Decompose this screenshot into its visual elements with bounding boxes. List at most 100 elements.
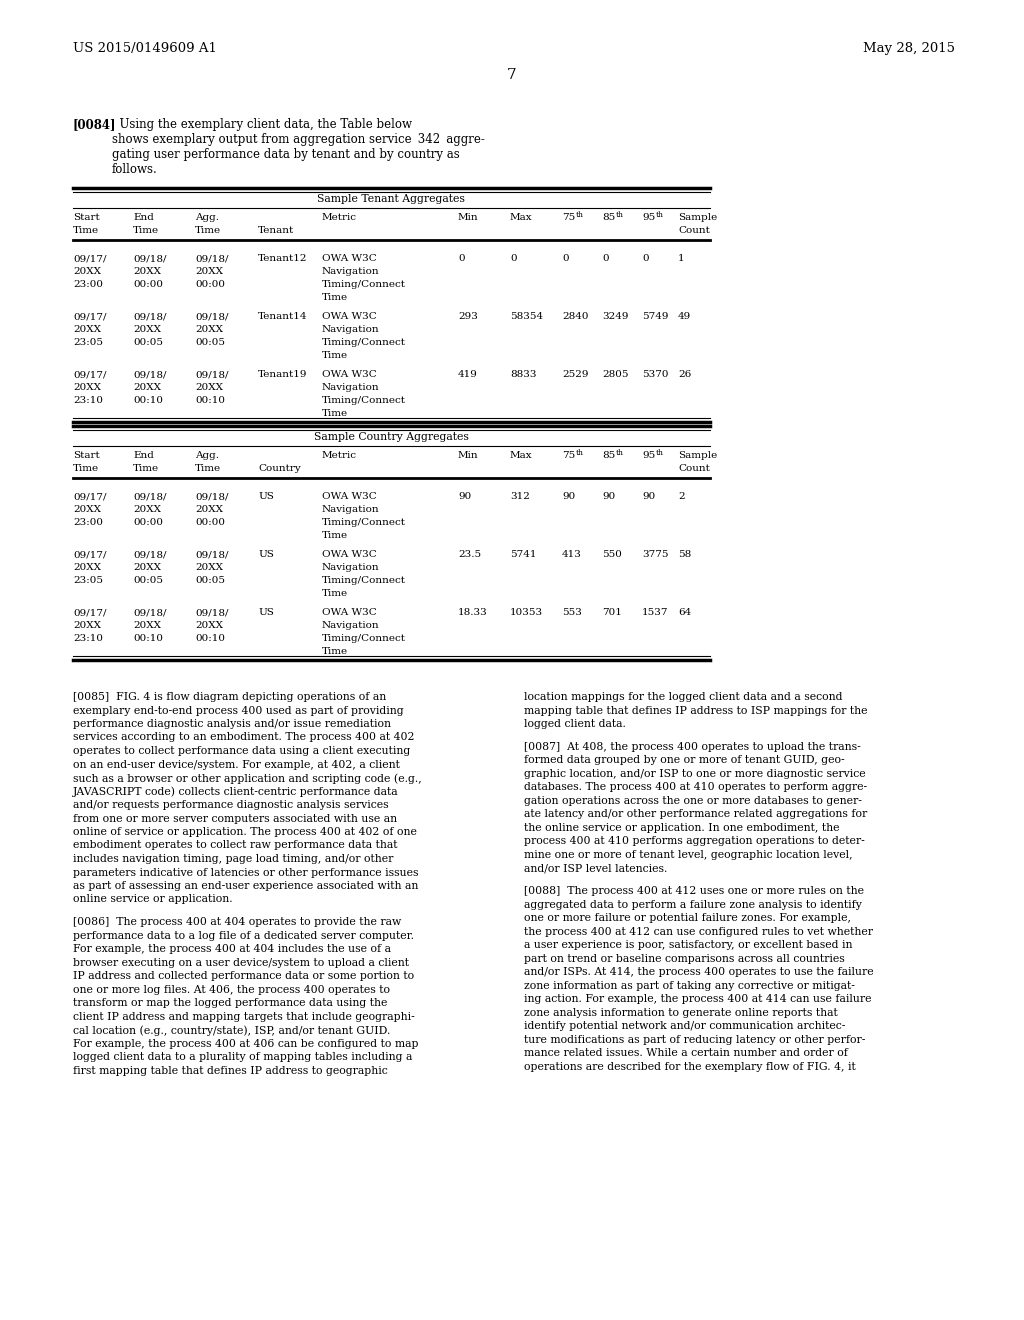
Text: identify potential network and/or communication architec-: identify potential network and/or commun… <box>524 1022 846 1031</box>
Text: th: th <box>656 211 664 219</box>
Text: and/or ISPs. At 414, the process 400 operates to use the failure: and/or ISPs. At 414, the process 400 ope… <box>524 968 873 977</box>
Text: 23:05: 23:05 <box>73 338 103 347</box>
Text: 3249: 3249 <box>602 312 629 321</box>
Text: For example, the process 400 at 406 can be configured to map: For example, the process 400 at 406 can … <box>73 1039 419 1049</box>
Text: Time: Time <box>322 409 348 418</box>
Text: 419: 419 <box>458 370 478 379</box>
Text: zone analysis information to generate online reports that: zone analysis information to generate on… <box>524 1008 838 1018</box>
Text: 09/18/: 09/18/ <box>195 550 228 558</box>
Text: 00:05: 00:05 <box>195 338 225 347</box>
Text: 09/18/: 09/18/ <box>133 370 167 379</box>
Text: 09/18/: 09/18/ <box>133 312 167 321</box>
Text: Time: Time <box>133 465 159 473</box>
Text: US 2015/0149609 A1: US 2015/0149609 A1 <box>73 42 217 55</box>
Text: 09/18/: 09/18/ <box>195 492 228 502</box>
Text: operations are described for the exemplary flow of FIG. 4, it: operations are described for the exempla… <box>524 1061 856 1072</box>
Text: 09/17/: 09/17/ <box>73 550 106 558</box>
Text: the process 400 at 412 can use configured rules to vet whether: the process 400 at 412 can use configure… <box>524 927 873 937</box>
Text: Sample: Sample <box>678 451 717 459</box>
Text: 58: 58 <box>678 550 691 558</box>
Text: 20XX: 20XX <box>73 564 101 572</box>
Text: 0: 0 <box>510 253 517 263</box>
Text: ing action. For example, the process 400 at 414 can use failure: ing action. For example, the process 400… <box>524 994 871 1005</box>
Text: 00:10: 00:10 <box>195 396 225 405</box>
Text: End: End <box>133 213 154 222</box>
Text: 00:00: 00:00 <box>195 517 225 527</box>
Text: 09/18/: 09/18/ <box>133 609 167 616</box>
Text: includes navigation timing, page load timing, and/or other: includes navigation timing, page load ti… <box>73 854 393 865</box>
Text: OWA W3C: OWA W3C <box>322 609 377 616</box>
Text: 09/17/: 09/17/ <box>73 312 106 321</box>
Text: May 28, 2015: May 28, 2015 <box>863 42 955 55</box>
Text: as part of assessing an end-user experience associated with an: as part of assessing an end-user experie… <box>73 880 419 891</box>
Text: 312: 312 <box>510 492 529 502</box>
Text: zone information as part of taking any corrective or mitigat-: zone information as part of taking any c… <box>524 981 855 991</box>
Text: Metric: Metric <box>322 213 357 222</box>
Text: 90: 90 <box>602 492 615 502</box>
Text: 09/18/: 09/18/ <box>195 609 228 616</box>
Text: 413: 413 <box>562 550 582 558</box>
Text: [0085]  FIG. 4 is flow diagram depicting operations of an: [0085] FIG. 4 is flow diagram depicting … <box>73 692 386 702</box>
Text: 09/17/: 09/17/ <box>73 253 106 263</box>
Text: Time: Time <box>322 531 348 540</box>
Text: 18.33: 18.33 <box>458 609 487 616</box>
Text: 09/18/: 09/18/ <box>195 312 228 321</box>
Text: 293: 293 <box>458 312 478 321</box>
Text: 75: 75 <box>562 213 575 222</box>
Text: performance diagnostic analysis and/or issue remediation: performance diagnostic analysis and/or i… <box>73 719 391 729</box>
Text: Timing/Connect: Timing/Connect <box>322 338 406 347</box>
Text: performance data to a log file of a dedicated server computer.: performance data to a log file of a dedi… <box>73 931 414 941</box>
Text: 550: 550 <box>602 550 622 558</box>
Text: the online service or application. In one embodiment, the: the online service or application. In on… <box>524 822 840 833</box>
Text: mapping table that defines IP address to ISP mappings for the: mapping table that defines IP address to… <box>524 705 867 715</box>
Text: 8833: 8833 <box>510 370 537 379</box>
Text: Agg.: Agg. <box>195 213 219 222</box>
Text: Time: Time <box>195 226 221 235</box>
Text: 20XX: 20XX <box>133 620 161 630</box>
Text: 20XX: 20XX <box>195 564 223 572</box>
Text: 85: 85 <box>602 213 615 222</box>
Text: and/or requests performance diagnostic analysis services: and/or requests performance diagnostic a… <box>73 800 389 810</box>
Text: Timing/Connect: Timing/Connect <box>322 634 406 643</box>
Text: 00:05: 00:05 <box>195 576 225 585</box>
Text: Timing/Connect: Timing/Connect <box>322 517 406 527</box>
Text: 5749: 5749 <box>642 312 669 321</box>
Text: from one or more server computers associated with use an: from one or more server computers associ… <box>73 813 397 824</box>
Text: Time: Time <box>322 351 348 360</box>
Text: 0: 0 <box>458 253 465 263</box>
Text: Tenant12: Tenant12 <box>258 253 307 263</box>
Text: 701: 701 <box>602 609 622 616</box>
Text: JAVASCRIPT code) collects client-centric performance data: JAVASCRIPT code) collects client-centric… <box>73 787 398 797</box>
Text: [0088]  The process 400 at 412 uses one or more rules on the: [0088] The process 400 at 412 uses one o… <box>524 887 864 896</box>
Text: 90: 90 <box>458 492 471 502</box>
Text: 20XX: 20XX <box>73 267 101 276</box>
Text: 20XX: 20XX <box>133 325 161 334</box>
Text: 10353: 10353 <box>510 609 543 616</box>
Text: 20XX: 20XX <box>73 325 101 334</box>
Text: 95: 95 <box>642 213 655 222</box>
Text: US: US <box>258 550 273 558</box>
Text: 0: 0 <box>562 253 568 263</box>
Text: 09/17/: 09/17/ <box>73 370 106 379</box>
Text: 00:00: 00:00 <box>133 280 163 289</box>
Text: Navigation: Navigation <box>322 620 380 630</box>
Text: Tenant19: Tenant19 <box>258 370 307 379</box>
Text: 75: 75 <box>562 451 575 459</box>
Text: and/or ISP level latencies.: and/or ISP level latencies. <box>524 863 668 874</box>
Text: 09/17/: 09/17/ <box>73 609 106 616</box>
Text: a user experience is poor, satisfactory, or excellent based in: a user experience is poor, satisfactory,… <box>524 940 853 950</box>
Text: OWA W3C: OWA W3C <box>322 370 377 379</box>
Text: one or more failure or potential failure zones. For example,: one or more failure or potential failure… <box>524 913 851 924</box>
Text: 2: 2 <box>678 492 685 502</box>
Text: th: th <box>575 211 584 219</box>
Text: Navigation: Navigation <box>322 383 380 392</box>
Text: 1: 1 <box>678 253 685 263</box>
Text: 1537: 1537 <box>642 609 669 616</box>
Text: Time: Time <box>133 226 159 235</box>
Text: US: US <box>258 609 273 616</box>
Text: 23:05: 23:05 <box>73 576 103 585</box>
Text: embodiment operates to collect raw performance data that: embodiment operates to collect raw perfo… <box>73 841 397 850</box>
Text: 20XX: 20XX <box>133 267 161 276</box>
Text: Sample: Sample <box>678 213 717 222</box>
Text: 20XX: 20XX <box>195 267 223 276</box>
